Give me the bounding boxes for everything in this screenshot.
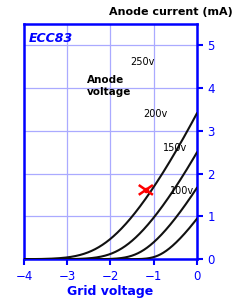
X-axis label: Grid voltage: Grid voltage [67,285,154,298]
Text: 150v: 150v [163,143,187,153]
Text: ECC83: ECC83 [28,32,72,45]
Text: Anode
voltage: Anode voltage [87,75,131,97]
Text: 200v: 200v [143,109,167,119]
Text: 250v: 250v [130,57,154,67]
Text: Anode current (mA): Anode current (mA) [109,7,233,18]
Text: 100v: 100v [170,186,194,196]
